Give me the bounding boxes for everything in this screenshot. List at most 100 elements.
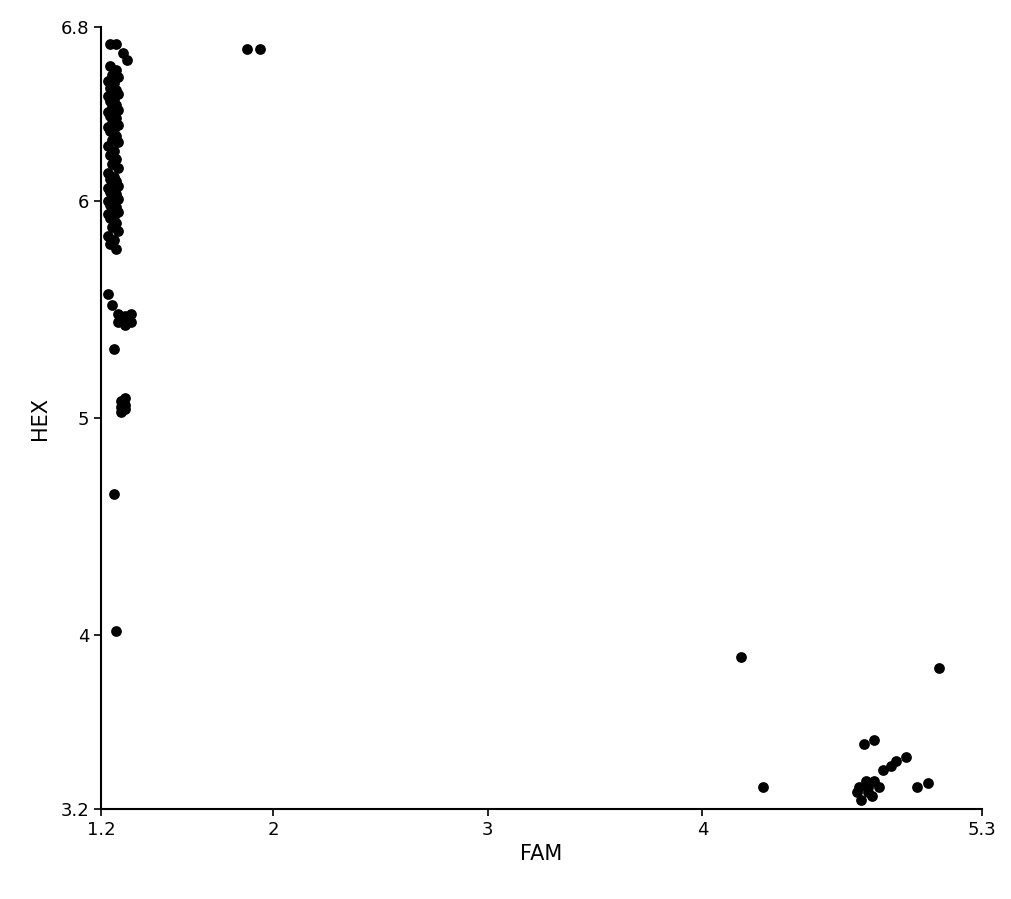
Point bbox=[106, 196, 122, 210]
Point bbox=[869, 780, 886, 795]
Point bbox=[99, 287, 115, 301]
Point bbox=[108, 215, 124, 229]
Point bbox=[104, 133, 120, 147]
Point bbox=[110, 135, 126, 149]
Point bbox=[106, 170, 122, 184]
Point bbox=[116, 308, 132, 323]
Point bbox=[908, 780, 924, 795]
Point bbox=[99, 181, 115, 195]
Point bbox=[110, 191, 126, 206]
Point bbox=[108, 37, 124, 51]
Point bbox=[856, 774, 872, 788]
Point bbox=[110, 102, 126, 117]
Point bbox=[110, 161, 126, 175]
Point bbox=[108, 98, 124, 112]
Point bbox=[104, 156, 120, 171]
Point bbox=[106, 182, 122, 197]
Point bbox=[99, 89, 115, 103]
Point bbox=[101, 148, 117, 163]
Point bbox=[108, 187, 124, 201]
Point bbox=[108, 129, 124, 143]
Point bbox=[754, 780, 770, 795]
Point bbox=[110, 118, 126, 132]
Point bbox=[104, 115, 120, 129]
Point bbox=[99, 207, 115, 221]
Point bbox=[104, 85, 120, 99]
Point bbox=[239, 41, 255, 56]
Point bbox=[110, 204, 126, 218]
Point bbox=[110, 307, 126, 321]
Point bbox=[116, 391, 132, 405]
Point bbox=[919, 776, 935, 790]
Point bbox=[101, 198, 117, 212]
Point bbox=[104, 100, 120, 114]
Point bbox=[106, 342, 122, 356]
Point bbox=[101, 172, 117, 186]
Point bbox=[104, 190, 120, 204]
Point bbox=[859, 780, 876, 795]
Point bbox=[106, 233, 122, 247]
Point bbox=[116, 397, 132, 412]
Point bbox=[898, 750, 914, 764]
Point bbox=[930, 661, 946, 675]
Point bbox=[108, 624, 124, 638]
Point bbox=[110, 70, 126, 85]
Point bbox=[104, 176, 120, 191]
Point bbox=[106, 487, 122, 502]
Point bbox=[123, 307, 140, 321]
Point bbox=[874, 762, 890, 777]
Point bbox=[106, 76, 122, 91]
Point bbox=[101, 124, 117, 138]
Point bbox=[116, 402, 132, 416]
Point bbox=[108, 174, 124, 189]
Y-axis label: HEX: HEX bbox=[29, 396, 50, 440]
Point bbox=[106, 144, 122, 158]
Point bbox=[99, 74, 115, 88]
Point bbox=[104, 219, 120, 234]
Point bbox=[101, 93, 117, 108]
Point bbox=[110, 178, 126, 192]
Point bbox=[850, 780, 866, 795]
Point bbox=[863, 789, 880, 804]
Point bbox=[123, 316, 140, 330]
Point bbox=[110, 87, 126, 102]
Point bbox=[99, 139, 115, 154]
Point bbox=[865, 774, 882, 788]
Point bbox=[852, 793, 868, 807]
Point bbox=[108, 111, 124, 125]
Point bbox=[108, 200, 124, 215]
Point bbox=[108, 241, 124, 255]
Point bbox=[99, 104, 115, 119]
Point bbox=[101, 185, 117, 200]
Point bbox=[108, 152, 124, 166]
Point bbox=[883, 759, 899, 773]
Point bbox=[116, 317, 132, 332]
Point bbox=[101, 109, 117, 123]
Point bbox=[108, 63, 124, 77]
Point bbox=[106, 209, 122, 223]
Point bbox=[252, 41, 268, 56]
Point bbox=[104, 298, 120, 312]
Point bbox=[101, 81, 117, 95]
Point bbox=[732, 650, 748, 664]
Point bbox=[106, 107, 122, 121]
Point bbox=[114, 46, 130, 60]
Point bbox=[112, 400, 128, 414]
Point bbox=[887, 754, 903, 769]
Point bbox=[118, 52, 134, 67]
Point bbox=[112, 405, 128, 419]
Point bbox=[101, 237, 117, 252]
Point bbox=[110, 316, 126, 330]
Point bbox=[99, 165, 115, 180]
Point bbox=[101, 58, 117, 73]
Point bbox=[104, 67, 120, 82]
Point bbox=[106, 92, 122, 106]
Point bbox=[112, 394, 128, 408]
Point bbox=[101, 211, 117, 226]
Point bbox=[848, 785, 864, 799]
Point bbox=[865, 733, 882, 747]
Point bbox=[99, 193, 115, 208]
Point bbox=[106, 122, 122, 137]
Point bbox=[99, 228, 115, 243]
Point bbox=[110, 224, 126, 238]
